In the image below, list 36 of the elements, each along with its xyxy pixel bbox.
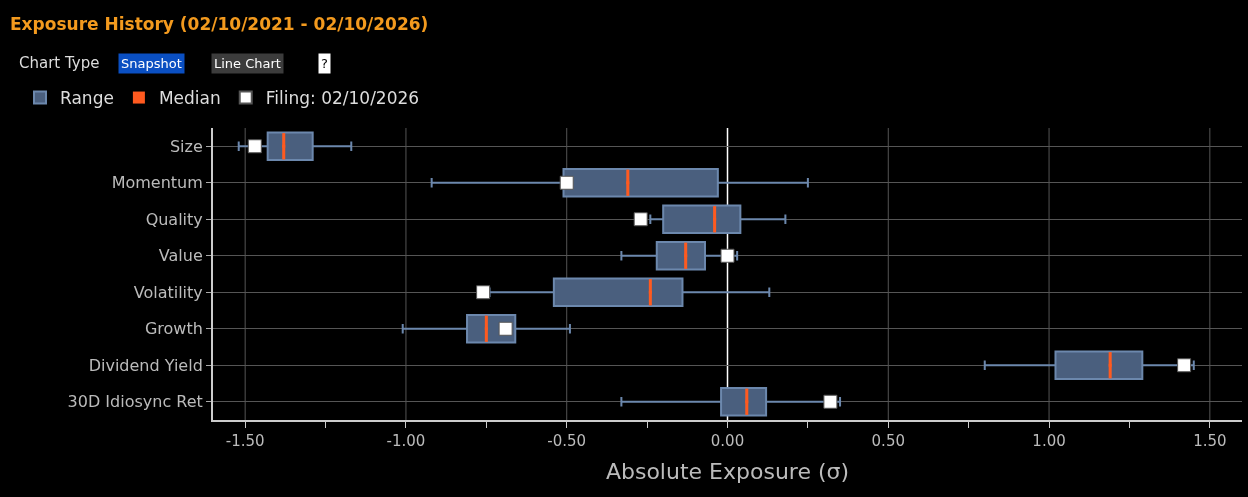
- point: [626, 181, 630, 185]
- y-tick-label: Momentum: [111, 173, 203, 193]
- text: Snapshot: [121, 56, 182, 71]
- legend-label: Median: [158, 88, 221, 109]
- x-tick-label: -1.00: [386, 432, 426, 450]
- point: [1177, 358, 1192, 373]
- x-tick-label: -1.50: [225, 432, 265, 450]
- x-tick-label: 0.50: [871, 432, 905, 450]
- point: [498, 321, 513, 336]
- point: [247, 139, 262, 154]
- point: [823, 394, 838, 409]
- legend-label: Range: [60, 88, 114, 109]
- point: [720, 248, 735, 263]
- y-tick-label: Volatility: [133, 282, 203, 302]
- y-tick-label: Value: [158, 246, 203, 266]
- y-tick-label: Size: [169, 136, 203, 156]
- text: Line Chart: [214, 56, 281, 71]
- point: [1108, 363, 1112, 367]
- point: [282, 144, 286, 148]
- x-axis-title: Absolute Exposure (σ): [605, 459, 850, 485]
- text: Chart Type: [19, 54, 100, 72]
- x-tick-label: 1.50: [1193, 432, 1227, 450]
- point: [476, 285, 491, 300]
- text: ?: [321, 56, 328, 71]
- y-tick-label: Dividend Yield: [88, 355, 203, 375]
- point: [745, 400, 749, 404]
- y-tick-label: Quality: [145, 209, 203, 229]
- x-tick-label: -0.50: [547, 432, 587, 450]
- chart-title: Exposure History (02/10/2021 - 02/10/2026): [10, 13, 429, 34]
- point: [559, 175, 574, 190]
- x-tick-label: 0.00: [710, 432, 745, 450]
- y-tick-label: Growth: [144, 319, 203, 339]
- legend-label: Filing: 02/10/2026: [265, 88, 420, 109]
- point: [633, 212, 648, 227]
- y-tick-label: 30D Idiosync Ret: [67, 392, 203, 412]
- x-tick-label: 1.00: [1032, 432, 1066, 450]
